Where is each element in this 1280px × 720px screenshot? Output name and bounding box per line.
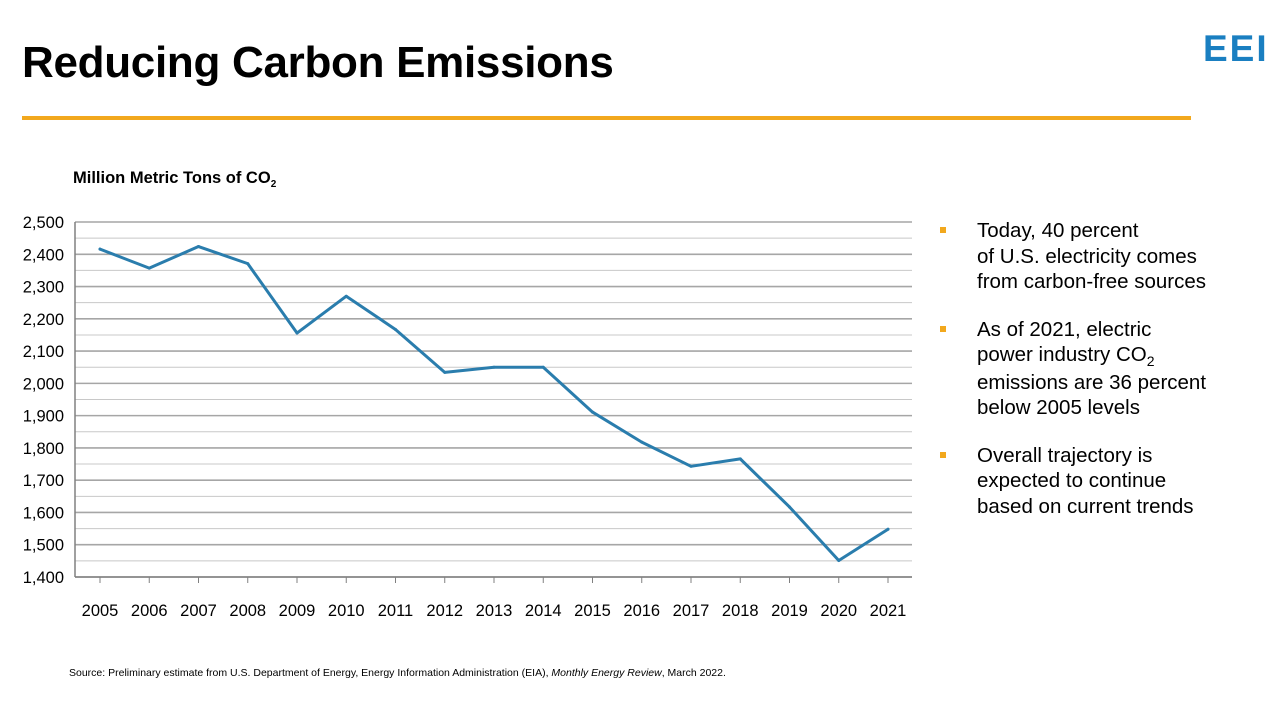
bullet-text-pre: As of 2021, electric power industry CO (977, 317, 1152, 367)
eei-logo: EEI (1203, 28, 1269, 69)
bullet-item: Overall trajectory is expected to contin… (937, 443, 1257, 520)
data-point (147, 266, 151, 270)
x-tick-label: 2009 (279, 602, 316, 620)
x-tick-label: 2013 (476, 602, 513, 620)
data-point (197, 245, 200, 249)
y-tick-label: 2,100 (23, 343, 64, 361)
x-tick-label: 2016 (623, 602, 660, 620)
x-tick-label: 2006 (131, 602, 168, 620)
y-tick-label: 1,500 (23, 537, 64, 555)
y-tick-label: 1,700 (23, 472, 64, 490)
x-tick-label: 2017 (673, 602, 710, 620)
y-tick-label: 1,400 (23, 569, 64, 587)
bullet-text-post: emissions are 36 percent below 2005 leve… (977, 370, 1207, 420)
source-note: Source: Preliminary estimate from U.S. D… (69, 667, 726, 679)
x-tick-label: 2015 (574, 602, 611, 620)
data-point (886, 527, 890, 531)
data-point (640, 440, 644, 444)
bullet-marker-icon (940, 227, 946, 233)
data-point (591, 410, 594, 414)
series-line (98, 245, 890, 563)
x-tick-label: 2010 (328, 602, 365, 620)
x-tick-label: 2018 (722, 602, 759, 620)
x-tick-label: 2011 (378, 602, 413, 620)
bullet-text: Today, 40 percent of U.S. electricity co… (977, 219, 1207, 293)
data-point (492, 365, 496, 369)
y-tick-label: 1,900 (23, 408, 64, 426)
bullet-text-subscript: 2 (1146, 353, 1155, 369)
y-tick-label: 2,500 (23, 214, 64, 232)
data-point (689, 464, 693, 468)
y-tick-label: 1,800 (23, 440, 64, 458)
bullet-item: As of 2021, electric power industry CO2 … (937, 317, 1257, 421)
bullet-marker-icon (940, 451, 946, 458)
data-point (738, 457, 742, 461)
x-tick-label: 2012 (426, 602, 463, 620)
data-point (541, 365, 545, 369)
x-tick-label: 2005 (82, 602, 119, 620)
y-tick-label: 2,400 (23, 246, 64, 264)
source-text: Source: Preliminary estimate from U.S. D… (69, 667, 552, 679)
y-tick-label: 2,000 (23, 375, 64, 393)
x-tick-label: 2020 (820, 602, 857, 620)
y-axis-title-text: Million Metric Tons of CO (73, 169, 271, 187)
data-point (344, 294, 348, 298)
x-tick-label: 2008 (229, 602, 266, 620)
bullet-marker-icon (940, 325, 946, 332)
source-date: , March 2022. (661, 667, 726, 679)
data-point (394, 327, 397, 331)
data-point (295, 331, 299, 335)
data-point (443, 370, 447, 374)
x-tick-label: 2007 (180, 602, 217, 620)
y-axis-title-subscript: 2 (270, 179, 277, 190)
data-point (98, 247, 102, 251)
source-publication: Monthly Energy Review (551, 667, 662, 679)
y-axis-title: Million Metric Tons of CO2 (73, 169, 277, 190)
bullet-text: Overall trajectory is expected to contin… (977, 443, 1194, 518)
y-tick-label: 1,600 (23, 504, 64, 522)
data-point (837, 559, 841, 563)
title-divider (22, 116, 1191, 120)
y-tick-label: 2,200 (23, 311, 64, 329)
data-point (246, 262, 250, 266)
bullet-item: Today, 40 percent of U.S. electricity co… (937, 218, 1257, 295)
x-tick-label: 2014 (525, 602, 562, 620)
page-title: Reducing Carbon Emissions (22, 38, 614, 87)
x-tick-label: 2021 (870, 602, 907, 620)
x-tick-label: 2019 (771, 602, 808, 620)
bullet-list: Today, 40 percent of U.S. electricity co… (937, 218, 1257, 541)
y-tick-label: 2,300 (23, 279, 64, 297)
data-point (788, 505, 791, 509)
